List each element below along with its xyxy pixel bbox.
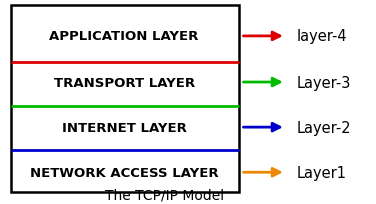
Text: Layer1: Layer1 — [297, 165, 347, 180]
Text: NETWORK ACCESS LAYER: NETWORK ACCESS LAYER — [30, 166, 218, 179]
Text: APPLICATION LAYER: APPLICATION LAYER — [49, 30, 199, 43]
Text: Layer-2: Layer-2 — [297, 120, 352, 135]
Text: The TCP/IP Model: The TCP/IP Model — [105, 188, 224, 202]
Text: Layer-3: Layer-3 — [297, 75, 352, 90]
Text: TRANSPORT LAYER: TRANSPORT LAYER — [53, 76, 195, 89]
Bar — [11, 6, 239, 192]
Text: INTERNET LAYER: INTERNET LAYER — [62, 121, 186, 134]
Text: layer-4: layer-4 — [297, 29, 348, 44]
